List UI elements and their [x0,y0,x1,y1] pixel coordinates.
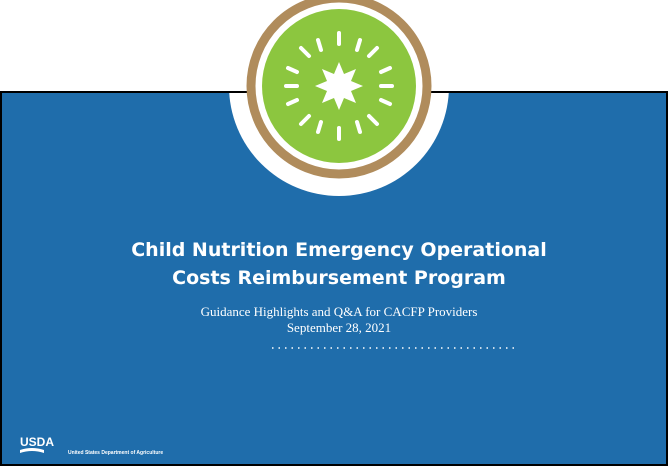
date: September 28, 2021 [287,320,391,335]
agency-name: United States Department of Agriculture [68,450,163,456]
title-line: Costs Reimbursement Program [172,267,506,289]
page: {"slide": {"title": ["Child Nutrition Em… [0,0,668,466]
title-line: Child Nutrition Emergency Operational [131,239,547,261]
subtitle: Guidance Highlights and Q&A for CACFP Pr… [201,304,478,319]
logo-text: USDA [20,435,54,449]
slide: Child Nutrition Emergency Operational Co… [0,0,668,466]
kiwi-core [315,62,363,110]
